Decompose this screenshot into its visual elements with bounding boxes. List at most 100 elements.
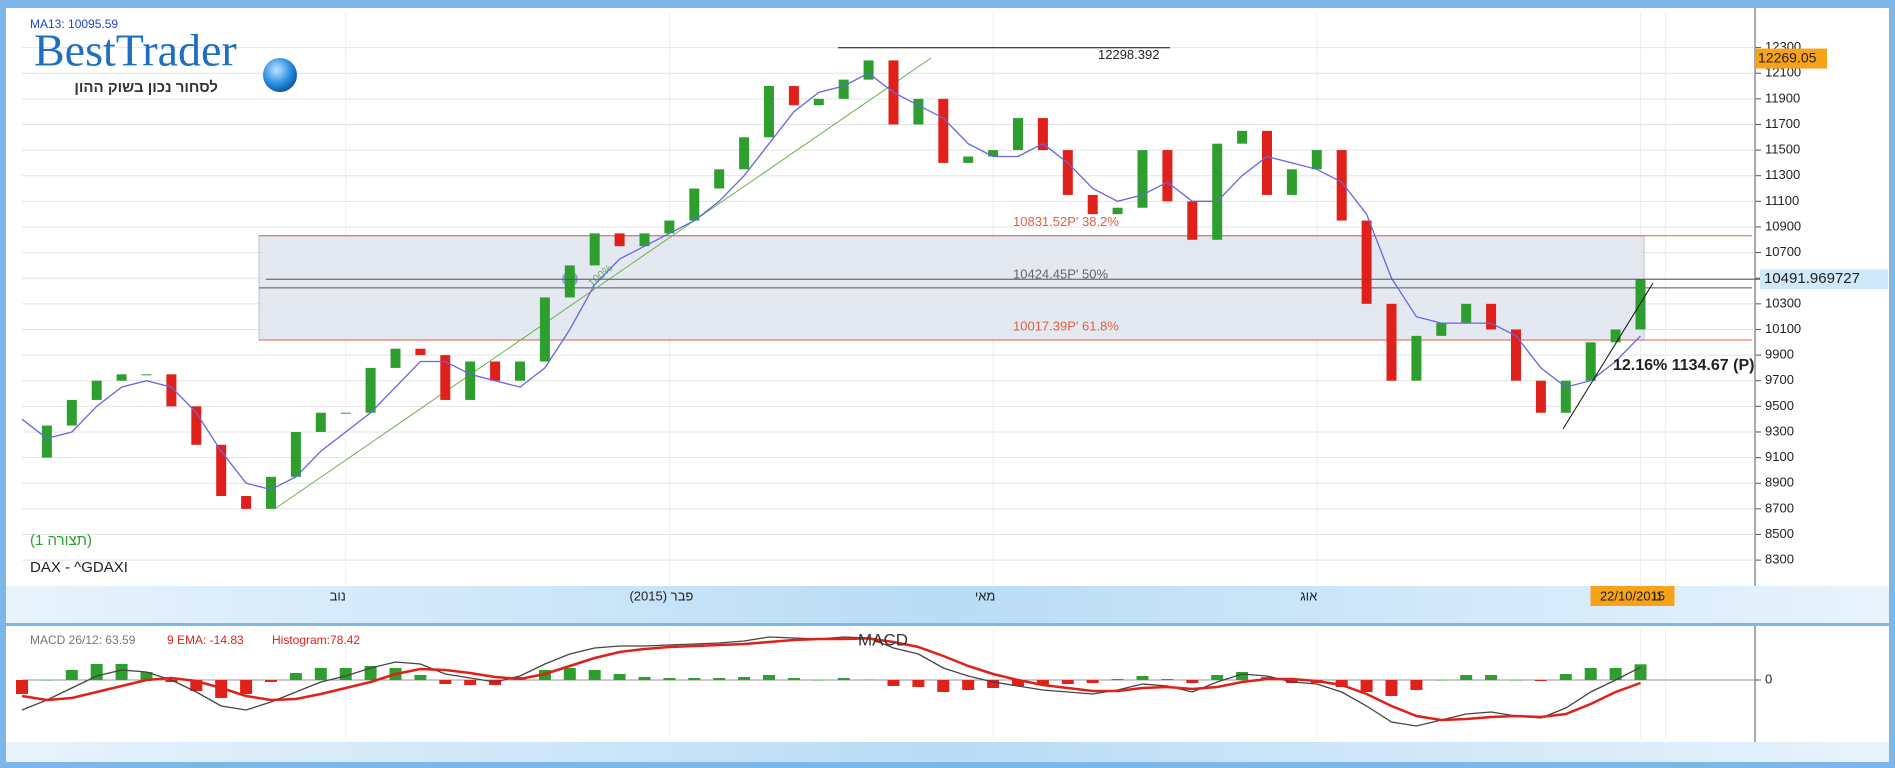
histogram-bar: [1559, 674, 1572, 680]
histogram-bar: [265, 680, 277, 682]
histogram-bar: [787, 678, 800, 680]
candle: [1013, 118, 1023, 151]
histogram-bar: [1236, 672, 1249, 680]
candle: [1062, 150, 1073, 195]
candle: [614, 233, 625, 247]
logo-tagline: לסחור נכון בשוק ההון: [74, 79, 218, 96]
candle: [1361, 220, 1372, 304]
histogram-bar: [1410, 680, 1423, 690]
price-tag: [1755, 48, 1827, 69]
y-tick-label: 9300: [1765, 423, 1794, 438]
trend-line: [1562, 282, 1654, 430]
histogram-bar: [464, 680, 477, 685]
candle: [1461, 303, 1472, 324]
histogram-bar: [1161, 679, 1174, 680]
candle: [490, 361, 501, 381]
candle: [1112, 207, 1123, 215]
series-line: [21, 637, 1641, 722]
x-tick-label: נו: [1653, 588, 1661, 603]
histogram-bar: [663, 678, 676, 680]
series-line: [21, 72, 1641, 491]
candle: [1237, 130, 1248, 144]
histogram-bar: [1385, 680, 1398, 696]
high-label: 12298.392: [1098, 47, 1159, 62]
candle: [1262, 130, 1272, 195]
candle: [290, 431, 301, 477]
histogram-bar: [837, 678, 850, 680]
candle: [116, 374, 127, 381]
price-tag-label: 12269.05: [1758, 49, 1817, 65]
histogram-bar: [16, 680, 28, 694]
y-tick-label: 11500: [1765, 142, 1800, 157]
candle: [739, 137, 750, 170]
histogram-bar: [638, 677, 651, 680]
y-tick-label: 8900: [1765, 475, 1794, 490]
candle: [564, 265, 575, 298]
histogram-bar: [688, 678, 701, 680]
candle: [589, 233, 600, 266]
candle: [1511, 329, 1521, 381]
histogram-bar: [1510, 680, 1522, 681]
candle: [1560, 380, 1571, 413]
candle: [1137, 150, 1148, 208]
x-tick-label: מאי: [975, 588, 995, 603]
histogram-bar: [588, 670, 601, 680]
candle: [838, 79, 849, 99]
histogram-bar: [1435, 680, 1448, 681]
chart-title: DAX - ^GDAXI: [30, 559, 128, 576]
candle: [1486, 303, 1497, 330]
histogram-bar: [887, 680, 900, 686]
histogram-bar: [289, 673, 302, 680]
y-tick-label: 0: [1765, 671, 1772, 686]
candle: [340, 412, 351, 414]
histogram-bar: [1460, 675, 1473, 680]
candle: [788, 86, 799, 106]
candle: [639, 233, 650, 247]
histogram-bar: [1111, 679, 1124, 680]
y-tick-label: 10700: [1765, 244, 1801, 259]
histogram-bar: [1136, 676, 1149, 680]
candle: [365, 367, 376, 413]
candle: [191, 406, 202, 445]
x-tick-label: (2015) פבר: [629, 588, 693, 603]
level-label: 10491.969727: [1764, 270, 1860, 287]
candle: [689, 188, 700, 221]
histogram-bar: [65, 670, 78, 680]
candle: [390, 348, 401, 368]
histogram-bar: [1360, 680, 1373, 692]
logo-globe: [263, 58, 297, 92]
logo-name: BestTrader: [34, 25, 237, 76]
histogram-bar: [1335, 680, 1348, 687]
histogram-bar: [1036, 680, 1049, 685]
y-tick-label: 9100: [1765, 449, 1794, 464]
candle: [1436, 323, 1447, 336]
histogram-bar: [937, 680, 950, 692]
y-tick-label: 8700: [1765, 500, 1794, 515]
x-tick-label: אוג: [1300, 588, 1317, 603]
histogram-bar: [1634, 664, 1647, 680]
histogram-bar: [1061, 680, 1074, 684]
histogram-bar: [1186, 680, 1199, 683]
candle: [415, 348, 426, 356]
candle: [315, 412, 326, 432]
y-tick-label: 10100: [1765, 321, 1801, 336]
candle: [664, 220, 675, 234]
candle: [41, 425, 52, 458]
level-tag: [1760, 269, 1888, 290]
y-tick-label: 11100: [1765, 193, 1799, 208]
candle: [1212, 143, 1223, 240]
candle: [440, 355, 451, 400]
candle: [1635, 279, 1646, 330]
trend-text: 12.16% 1134.67 (P): [1613, 357, 1754, 374]
fib-label: 10017.39P' 61.8%: [1013, 318, 1119, 333]
histogram-bar: [962, 680, 975, 690]
candle: [465, 361, 476, 400]
candle: [141, 374, 152, 376]
trend-diagonal: [275, 57, 932, 509]
macd-legend: MACD 26/12: 63.59: [30, 633, 136, 647]
histogram-bar: [90, 664, 103, 680]
ma-legend: MA13: 10095.59: [30, 17, 118, 31]
candle: [216, 444, 227, 497]
